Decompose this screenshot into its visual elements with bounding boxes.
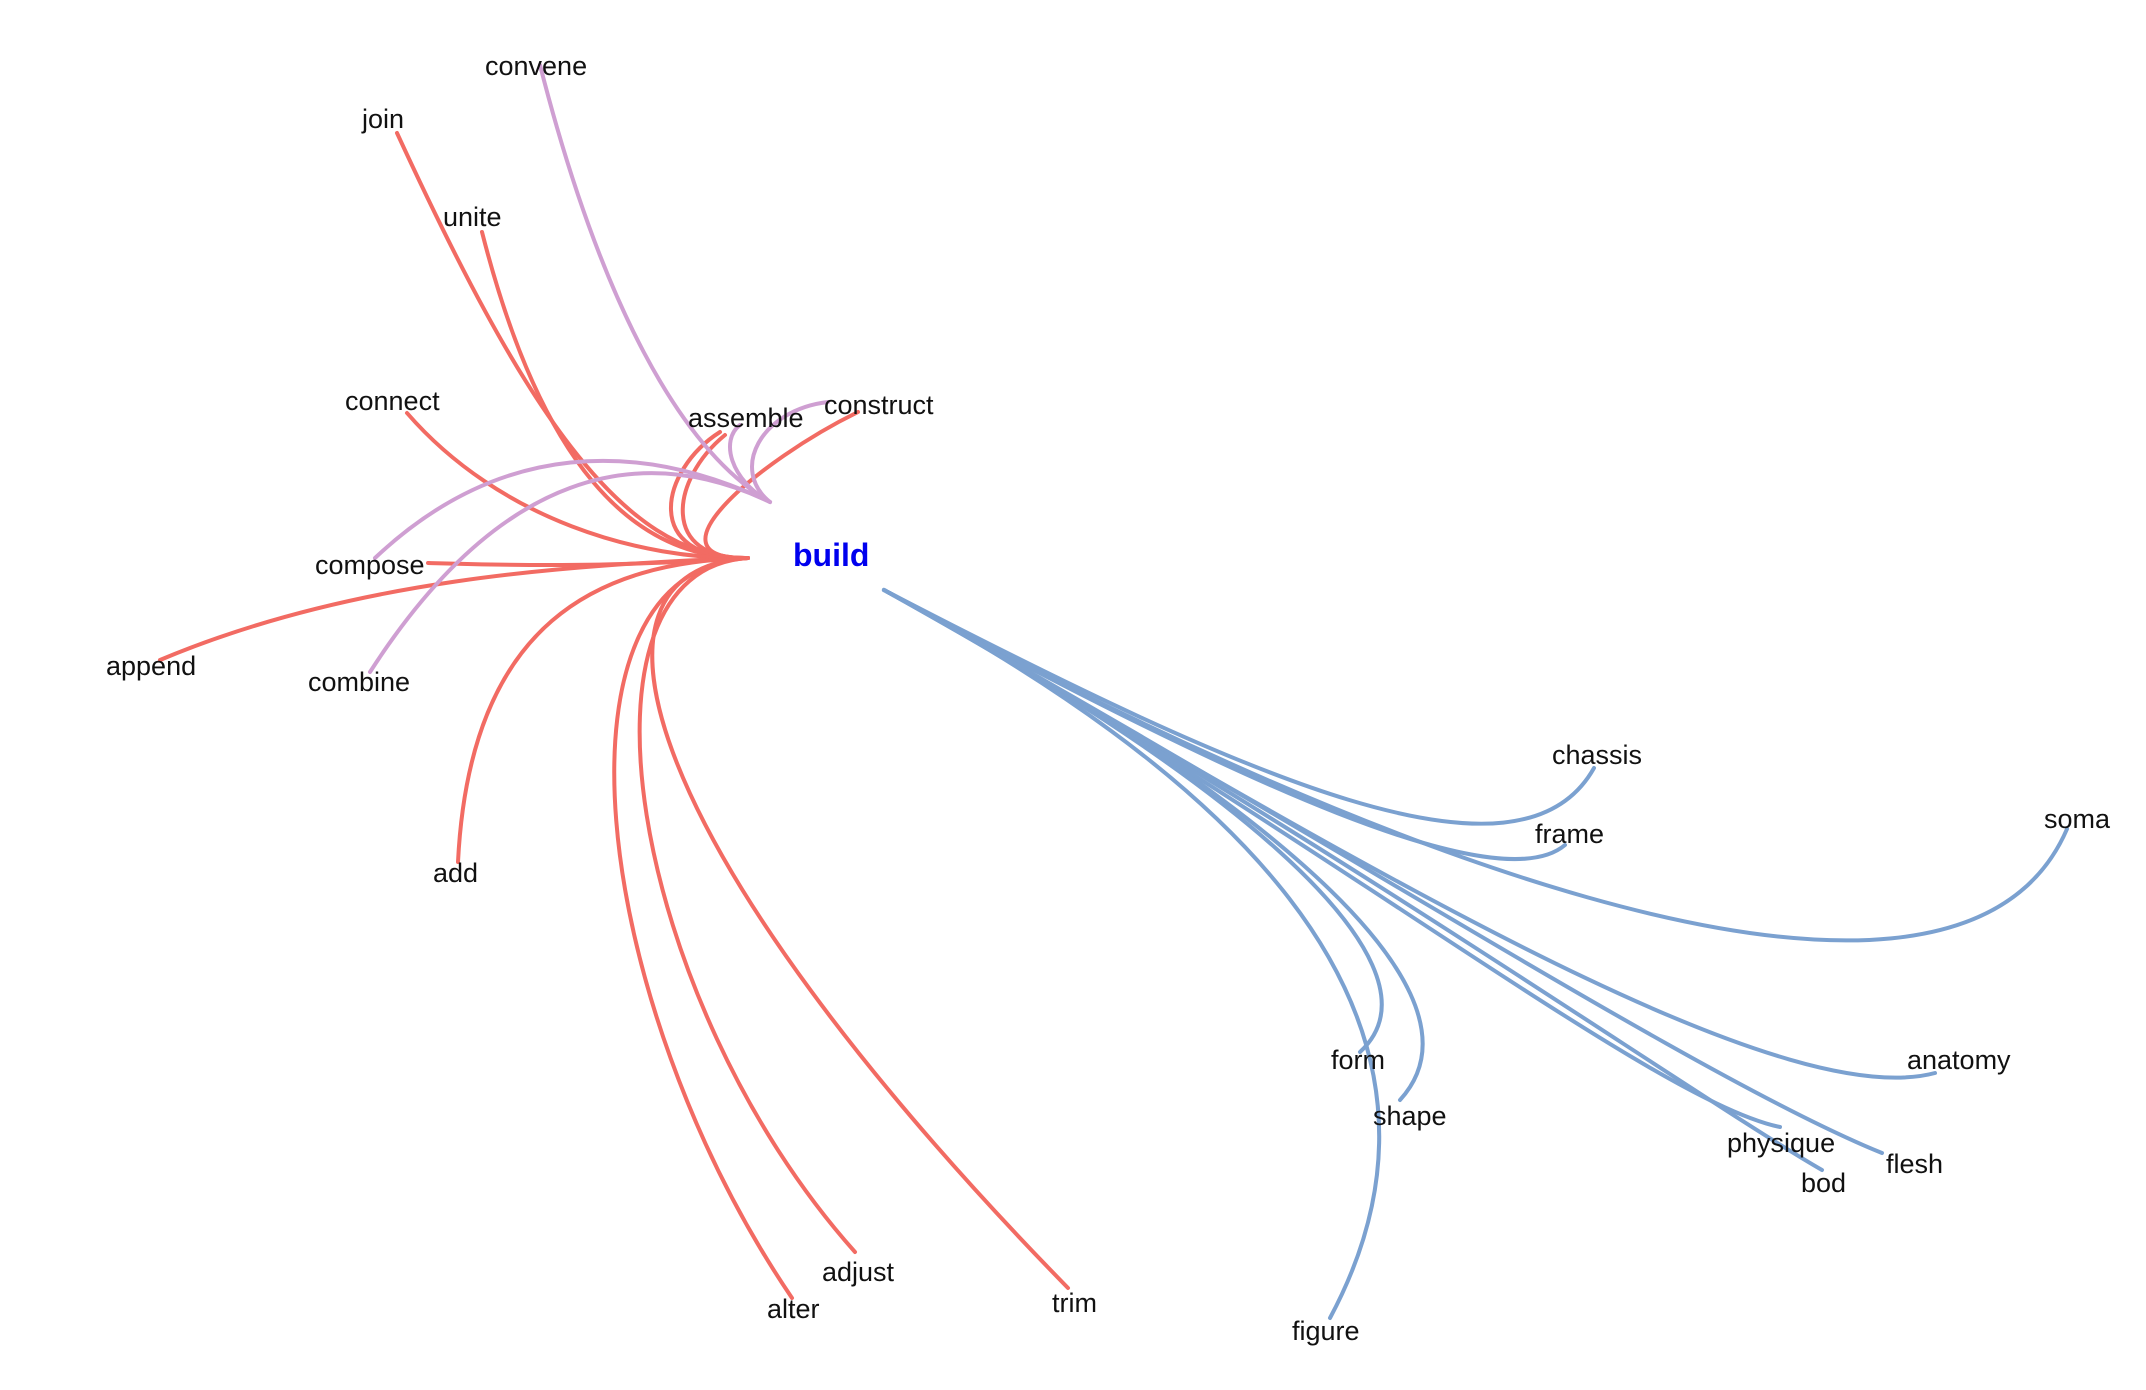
edge-form xyxy=(882,588,1384,1054)
edges xyxy=(158,63,2069,1320)
word-adjust[interactable]: adjust xyxy=(822,1257,895,1287)
word-anatomy[interactable]: anatomy xyxy=(1907,1045,2011,1075)
edge-soma xyxy=(882,588,2069,943)
word-chassis[interactable]: chassis xyxy=(1552,740,1642,770)
edge-join xyxy=(395,131,750,561)
word-compose[interactable]: compose xyxy=(315,550,425,580)
word-append[interactable]: append xyxy=(106,651,196,681)
edge-unite xyxy=(480,230,750,561)
word-alter[interactable]: alter xyxy=(767,1294,820,1324)
center-word-build[interactable]: build xyxy=(793,537,869,573)
word-flesh[interactable]: flesh xyxy=(1886,1149,1943,1179)
edge-append xyxy=(158,556,750,662)
edge-add xyxy=(456,556,750,864)
edge-assemble-purple xyxy=(728,423,772,504)
edge-frame xyxy=(882,588,1567,862)
word-bod[interactable]: bod xyxy=(1801,1168,1846,1198)
edge-figure xyxy=(882,588,1382,1320)
edge-adjust xyxy=(637,556,857,1254)
word-add[interactable]: add xyxy=(433,858,478,888)
edge-convene xyxy=(538,63,772,504)
word-connect[interactable]: connect xyxy=(345,386,440,416)
edge-combine xyxy=(368,471,772,674)
edge-construct-purple xyxy=(750,400,830,504)
edge-compose-purple xyxy=(373,458,772,560)
word-shape[interactable]: shape xyxy=(1373,1101,1447,1131)
word-soma[interactable]: soma xyxy=(2044,804,2111,834)
edge-trim xyxy=(650,556,1070,1290)
word-trim[interactable]: trim xyxy=(1052,1288,1097,1318)
word-combine[interactable]: combine xyxy=(308,667,410,697)
edge-assemble-b xyxy=(680,433,750,561)
word-assemble[interactable]: assemble xyxy=(688,403,804,433)
word-unite[interactable]: unite xyxy=(443,202,502,232)
word-construct[interactable]: construct xyxy=(824,390,934,420)
word-convene[interactable]: convene xyxy=(485,51,587,81)
labels: convene join unite connect assemble cons… xyxy=(106,51,2111,1346)
edge-flesh xyxy=(882,588,1884,1155)
word-join[interactable]: join xyxy=(361,104,404,134)
word-figure[interactable]: figure xyxy=(1292,1316,1360,1346)
edge-connect xyxy=(405,411,750,561)
edge-anatomy xyxy=(882,588,1937,1080)
word-frame[interactable]: frame xyxy=(1535,819,1604,849)
word-form[interactable]: form xyxy=(1331,1045,1385,1075)
word-physique[interactable]: physique xyxy=(1727,1128,1835,1158)
edge-shape xyxy=(882,588,1425,1102)
edge-chassis xyxy=(882,588,1596,826)
